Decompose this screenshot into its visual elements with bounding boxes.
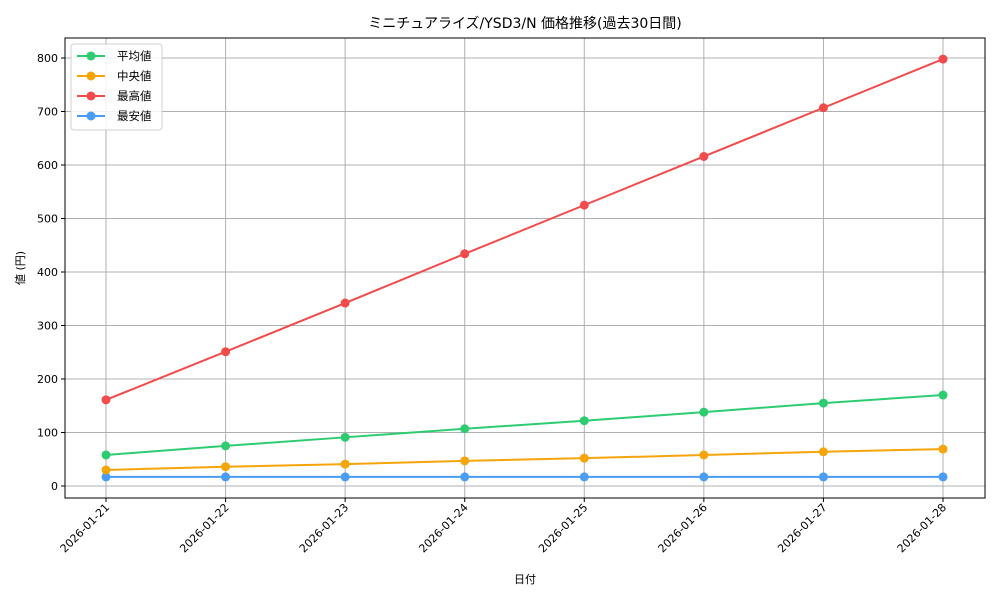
data-point-marker	[699, 472, 709, 482]
data-point-marker	[699, 407, 709, 417]
series-0	[101, 390, 948, 460]
data-point-marker	[938, 54, 948, 64]
x-tick-label: 2026-01-27	[775, 501, 829, 555]
x-tick-label: 2026-01-26	[656, 501, 710, 555]
data-point-marker	[579, 453, 589, 463]
plot-frame	[64, 37, 986, 499]
y-tick-label: 100	[37, 427, 58, 440]
legend-item: 平均値	[77, 49, 152, 63]
legend-item: 最安値	[77, 109, 152, 123]
data-point-marker	[579, 200, 589, 210]
y-axis-ticks: 0 100 200 300 400 500 600 700 800	[37, 52, 65, 493]
data-point-marker	[101, 395, 111, 405]
data-point-marker	[938, 472, 948, 482]
data-point-marker	[699, 450, 709, 460]
series-line	[105, 58, 944, 401]
series-line	[105, 448, 944, 471]
x-tick-label: 2026-01-25	[536, 501, 590, 555]
y-tick-label: 700	[37, 106, 58, 119]
data-point-marker	[221, 462, 231, 472]
x-axis-ticks: 2026-01-21 2026-01-22 2026-01-23 2026-01-24…	[58, 498, 949, 555]
series-3	[101, 472, 948, 482]
data-point-marker	[460, 249, 470, 259]
y-tick-label: 800	[37, 52, 58, 65]
legend-marker-icon	[86, 51, 96, 61]
y-tick-label: 400	[37, 266, 58, 279]
x-tick-label: 2026-01-28	[895, 501, 949, 555]
y-axis-label: 値 (円)	[14, 251, 27, 285]
series-lines	[101, 54, 948, 482]
y-tick-label: 500	[37, 213, 58, 226]
legend-marker-icon	[86, 111, 96, 121]
data-point-marker	[340, 459, 350, 469]
series-1	[101, 444, 948, 475]
legend-marker-icon	[86, 91, 96, 101]
legend-item: 中央値	[77, 69, 152, 83]
data-point-marker	[460, 472, 470, 482]
x-tick-label: 2026-01-21	[58, 501, 112, 555]
data-point-marker	[340, 432, 350, 442]
legend-label: 最安値	[117, 109, 152, 123]
data-point-marker	[818, 472, 828, 482]
legend-item: 最高値	[77, 89, 152, 103]
legend-label: 最高値	[117, 89, 152, 103]
data-point-marker	[340, 298, 350, 308]
data-point-marker	[938, 390, 948, 400]
data-point-marker	[818, 398, 828, 408]
data-point-marker	[221, 472, 231, 482]
data-point-marker	[101, 465, 111, 475]
data-point-marker	[340, 472, 350, 482]
data-point-marker	[460, 424, 470, 434]
data-point-marker	[221, 347, 231, 357]
x-tick-label: 2026-01-24	[416, 501, 470, 555]
y-tick-label: 200	[37, 373, 58, 386]
data-point-marker	[579, 472, 589, 482]
data-point-marker	[818, 447, 828, 457]
data-point-marker	[938, 444, 948, 454]
x-axis-label: 日付	[514, 573, 536, 586]
chart-title: ミニチュアライズ/YSD3/N 価格推移(過去30日間)	[368, 16, 682, 32]
legend-label: 中央値	[117, 69, 152, 83]
x-tick-label: 2026-01-23	[297, 501, 351, 555]
grid-lines	[65, 38, 985, 498]
series-line	[105, 394, 944, 456]
legend-label: 平均値	[117, 49, 152, 63]
data-point-marker	[221, 441, 231, 451]
legend-box	[70, 43, 163, 131]
data-point-marker	[101, 472, 111, 482]
series-2	[101, 54, 948, 405]
data-point-marker	[699, 151, 709, 161]
y-tick-label: 600	[37, 159, 58, 172]
x-tick-label: 2026-01-22	[177, 501, 231, 555]
data-point-marker	[460, 456, 470, 466]
data-point-marker	[818, 103, 828, 113]
data-point-marker	[579, 416, 589, 426]
y-tick-label: 0	[51, 480, 58, 493]
data-point-marker	[101, 450, 111, 460]
y-tick-label: 300	[37, 320, 58, 333]
legend-marker-icon	[86, 71, 96, 81]
